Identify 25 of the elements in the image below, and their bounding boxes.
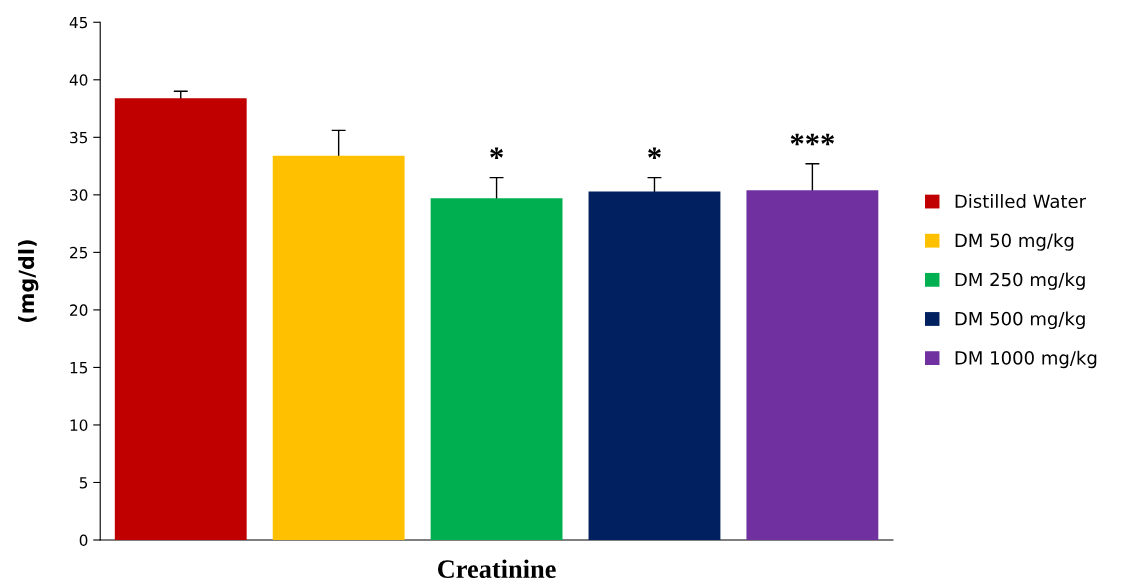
- data-label: *: [490, 147, 503, 159]
- bar: [272, 155, 405, 540]
- bar: [114, 98, 247, 540]
- y-tick-label: 10: [70, 419, 88, 431]
- legend-label: DM 50 mg/kg: [955, 233, 1074, 251]
- y-tick-label: 35: [70, 131, 88, 144]
- data-label: ***: [790, 133, 835, 146]
- y-tick-label: 5: [79, 477, 88, 489]
- legend-label: DM 250 mg/kg: [955, 272, 1085, 290]
- y-tick-label: 30: [70, 189, 88, 201]
- bar: [588, 191, 721, 540]
- legend-label: DM 1000 mg/kg: [955, 350, 1097, 369]
- y-tick-label: 40: [69, 74, 88, 86]
- y-axis-title: (mg/dl): [18, 240, 39, 323]
- bar: [746, 190, 879, 540]
- y-tick-label: 25: [70, 246, 88, 259]
- y-tick-label: 45: [69, 16, 88, 29]
- y-tick-label: 20: [70, 304, 88, 316]
- legend-label: DM 500 mg/kg: [955, 311, 1085, 330]
- data-label: *: [648, 147, 661, 159]
- y-tick-label: 15: [70, 362, 88, 374]
- legend-label: Distilled Water: [955, 194, 1087, 209]
- y-tick-label: 0: [79, 534, 88, 547]
- bar: [430, 198, 563, 540]
- x-tick-label: Creatinine: [437, 559, 556, 579]
